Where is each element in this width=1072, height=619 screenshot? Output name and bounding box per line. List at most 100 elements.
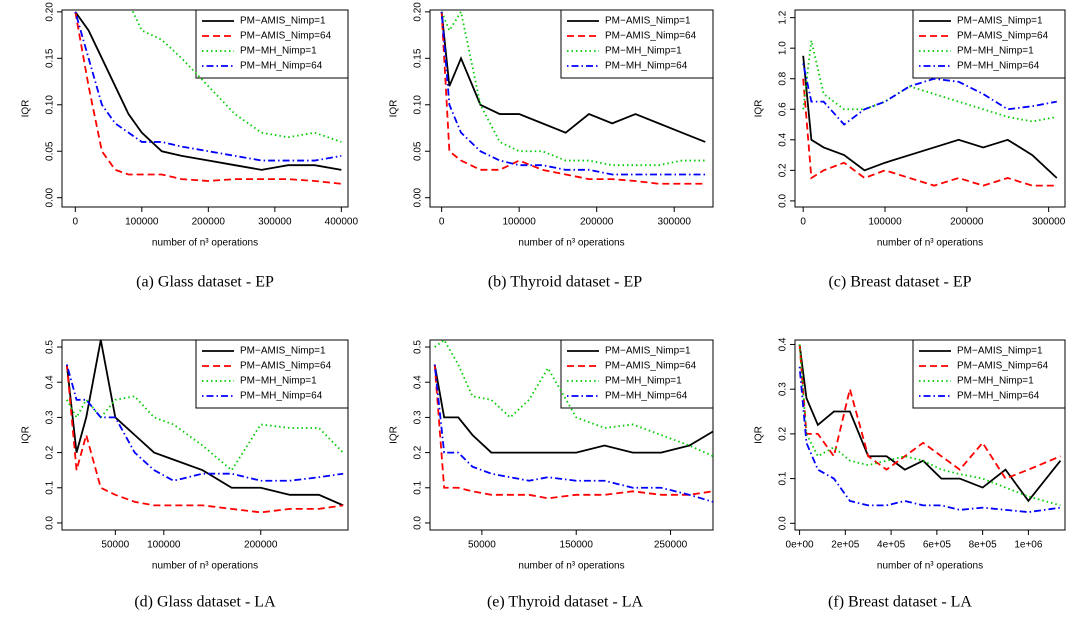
y-tick-label: 0.0 bbox=[778, 516, 789, 530]
series-line bbox=[798, 366, 1061, 514]
y-tick-label: 0.20 bbox=[45, 2, 56, 22]
series-line bbox=[434, 340, 713, 457]
y-tick-label: 0.0 bbox=[413, 516, 424, 530]
legend-label: PM−MH_Nimp=1 bbox=[240, 46, 317, 57]
caption: (a) Glass dataset - EP bbox=[136, 274, 274, 291]
legend-label: PM−MH_Nimp=64 bbox=[957, 391, 1040, 402]
legend-label: PM−AMIS_Nimp=64 bbox=[957, 31, 1049, 42]
series-line bbox=[798, 344, 1062, 503]
y-tick-label: 0.5 bbox=[45, 340, 56, 354]
y-tick-label: 0.3 bbox=[413, 410, 424, 424]
series-line bbox=[433, 364, 713, 503]
y-axis-label: IQR bbox=[21, 100, 32, 118]
series-line bbox=[74, 11, 342, 185]
y-tick-label: 0.1 bbox=[45, 480, 56, 494]
series-line bbox=[440, 11, 706, 143]
legend-label: PM−AMIS_Nimp=1 bbox=[240, 346, 326, 357]
lines bbox=[65, 340, 344, 514]
x-tick-label: 6e+05 bbox=[923, 540, 952, 551]
series-line bbox=[66, 395, 344, 472]
x-tick-label: 50000 bbox=[101, 540, 129, 551]
legend-label: PM−MH_Nimp=64 bbox=[605, 61, 688, 72]
series-line bbox=[802, 78, 1057, 187]
x-axis-label: number of n³ operations bbox=[877, 561, 983, 572]
y-tick-label: 0.10 bbox=[45, 95, 56, 115]
lines bbox=[440, 10, 706, 185]
legend-label: PM−AMIS_Nimp=64 bbox=[605, 361, 697, 372]
series-line bbox=[74, 11, 342, 162]
x-tick-label: 300000 bbox=[258, 217, 292, 228]
x-tick-label: 0 bbox=[800, 217, 806, 228]
legend-label: PM−MH_Nimp=64 bbox=[240, 61, 323, 72]
y-tick-label: 0.05 bbox=[45, 141, 56, 161]
series-line bbox=[798, 344, 1061, 480]
y-tick-label: 1.0 bbox=[778, 41, 789, 55]
lines bbox=[433, 340, 713, 503]
x-tick-label: 300000 bbox=[1032, 217, 1066, 228]
x-tick-label: 100000 bbox=[502, 217, 536, 228]
x-tick-label: 1e+06 bbox=[1014, 540, 1043, 551]
series-line bbox=[65, 340, 344, 507]
x-tick-label: 250000 bbox=[654, 540, 688, 551]
x-axis-label: number of n³ operations bbox=[152, 561, 258, 572]
legend-label: PM−AMIS_Nimp=64 bbox=[240, 31, 332, 42]
y-axis-label: IQR bbox=[389, 100, 400, 118]
legend-label: PM−MH_Nimp=1 bbox=[605, 46, 682, 57]
x-axis-label: number of n³ operations bbox=[877, 238, 983, 249]
legend-label: PM−AMIS_Nimp=1 bbox=[240, 16, 326, 27]
series-line bbox=[65, 364, 344, 514]
legend-label: PM−AMIS_Nimp=1 bbox=[957, 16, 1043, 27]
legend-label: PM−MH_Nimp=64 bbox=[605, 391, 688, 402]
y-tick-label: 0.4 bbox=[413, 375, 424, 389]
x-tick-label: 0 bbox=[73, 217, 79, 228]
y-tick-label: 0.2 bbox=[413, 445, 424, 459]
y-axis-label: IQR bbox=[21, 426, 32, 444]
series-line bbox=[802, 55, 1058, 179]
x-axis-label: number of n³ operations bbox=[518, 238, 624, 249]
x-tick-label: 200000 bbox=[950, 217, 984, 228]
y-tick-label: 0.2 bbox=[45, 445, 56, 459]
panel: 0.00 0.05 0.10 0.15 0.20 0 100000 200000 300000 n… bbox=[389, 2, 714, 291]
panel: 0.0 0.2 0.4 0.6 0.8 1.0 1.2 0 100000 200000 300000… bbox=[754, 9, 1066, 291]
legend-label: PM−MH_Nimp=1 bbox=[957, 376, 1034, 387]
y-axis-label: IQR bbox=[754, 426, 765, 444]
legend-label: PM−AMIS_Nimp=1 bbox=[957, 346, 1043, 357]
y-axis-label: IQR bbox=[754, 100, 765, 118]
x-tick-label: 150000 bbox=[560, 540, 594, 551]
series-line bbox=[433, 364, 713, 454]
legend-label: PM−AMIS_Nimp=64 bbox=[605, 31, 697, 42]
panel: 0.0 0.1 0.2 0.3 0.4 0e+00 2e+05 4e+05 6e+05 8e+05… bbox=[754, 337, 1066, 611]
panel: 0.00 0.05 0.10 0.15 0.20 0 100000 200000 300000 4… bbox=[21, 2, 359, 291]
panel: 0.0 0.1 0.2 0.3 0.4 0.5 50000 150000 250000 numbe… bbox=[389, 339, 714, 611]
y-tick-label: 0.0 bbox=[778, 194, 789, 208]
x-axis-label: number of n³ operations bbox=[152, 238, 258, 249]
legend-label: PM−AMIS_Nimp=1 bbox=[605, 346, 691, 357]
x-tick-label: 0 bbox=[439, 217, 445, 228]
x-tick-label: 400000 bbox=[325, 217, 359, 228]
x-axis-label: number of n³ operations bbox=[518, 561, 624, 572]
legend-label: PM−MH_Nimp=64 bbox=[240, 391, 323, 402]
series-line bbox=[74, 11, 342, 171]
y-tick-label: 0.8 bbox=[778, 71, 789, 85]
y-tick-label: 0.2 bbox=[778, 426, 789, 440]
y-tick-label: 1.2 bbox=[778, 10, 789, 24]
caption: (d) Glass dataset - LA bbox=[134, 594, 276, 611]
y-tick-label: 0.00 bbox=[413, 188, 424, 208]
x-tick-label: 4e+05 bbox=[877, 540, 906, 551]
y-tick-label: 0.00 bbox=[45, 188, 56, 208]
caption: (e) Thyroid dataset - LA bbox=[487, 594, 644, 611]
y-tick-label: 0.3 bbox=[778, 382, 789, 396]
y-tick-label: 0.3 bbox=[45, 410, 56, 424]
legend-label: PM−MH_Nimp=64 bbox=[957, 61, 1040, 72]
series-line bbox=[440, 11, 706, 176]
lines bbox=[798, 344, 1062, 514]
x-tick-label: 2e+05 bbox=[831, 540, 860, 551]
series-line bbox=[802, 63, 1057, 126]
x-tick-label: 200000 bbox=[580, 217, 614, 228]
y-tick-label: 0.05 bbox=[413, 141, 424, 161]
caption: (c) Breast dataset - EP bbox=[828, 274, 971, 291]
series-line bbox=[440, 10, 706, 167]
y-tick-label: 0.0 bbox=[45, 516, 56, 530]
caption: (f) Breast dataset - LA bbox=[828, 594, 972, 611]
